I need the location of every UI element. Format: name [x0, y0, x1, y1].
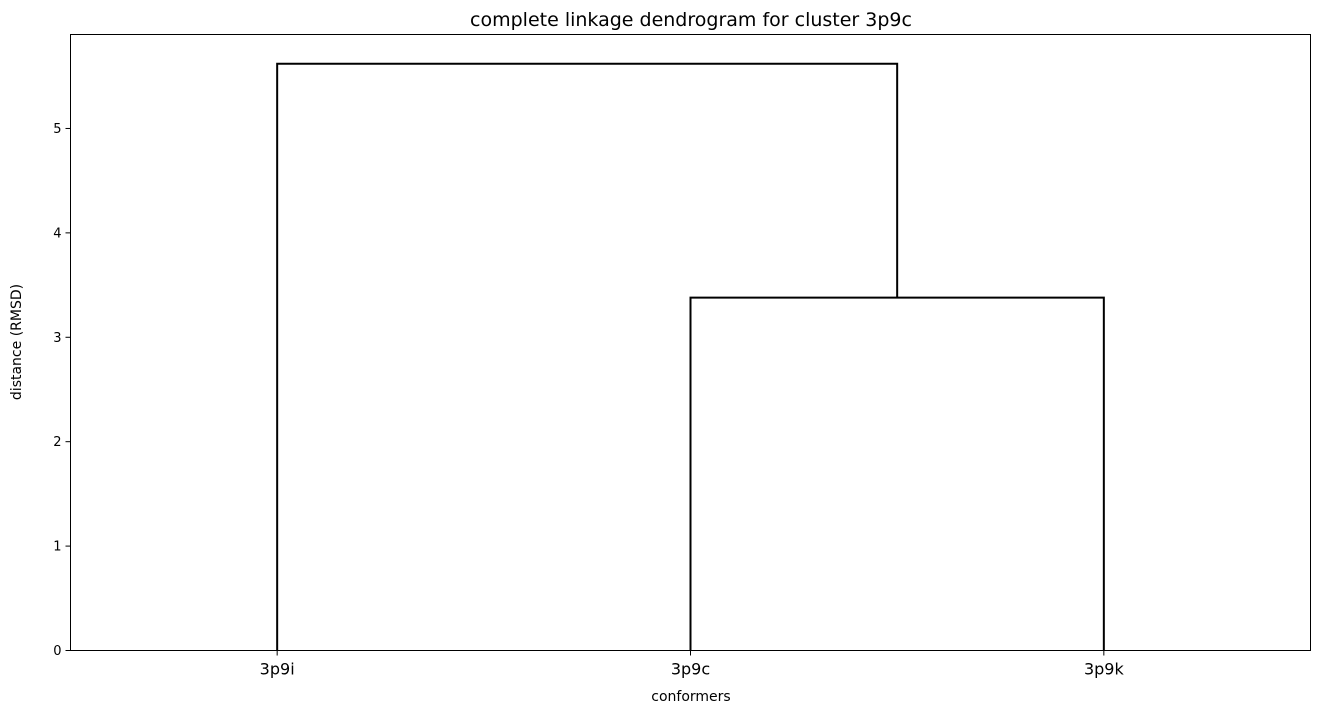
y-tick-label: 4 [53, 226, 61, 241]
y-tick-label: 3 [53, 331, 61, 346]
chart-title: complete linkage dendrogram for cluster … [470, 9, 912, 31]
leaf-label: 3p9i [260, 660, 295, 679]
y-tick-label: 5 [53, 122, 61, 137]
y-tick-label: 2 [53, 435, 61, 450]
x-axis-label: conformers [651, 689, 730, 705]
y-tick-label: 0 [53, 644, 61, 659]
leaf-label: 3p9c [671, 660, 710, 679]
dendrogram-link [276, 62, 899, 651]
y-axis-label: distance (RMSD) [9, 284, 25, 400]
dendrogram-links [276, 62, 1105, 651]
dendrogram-link [689, 296, 1105, 651]
y-tick-label: 1 [53, 540, 61, 555]
y-axis: 0 1 2 3 4 5 [53, 122, 71, 659]
leaf-label: 3p9k [1084, 660, 1125, 679]
x-axis: 3p9i 3p9c 3p9k [260, 650, 1125, 679]
